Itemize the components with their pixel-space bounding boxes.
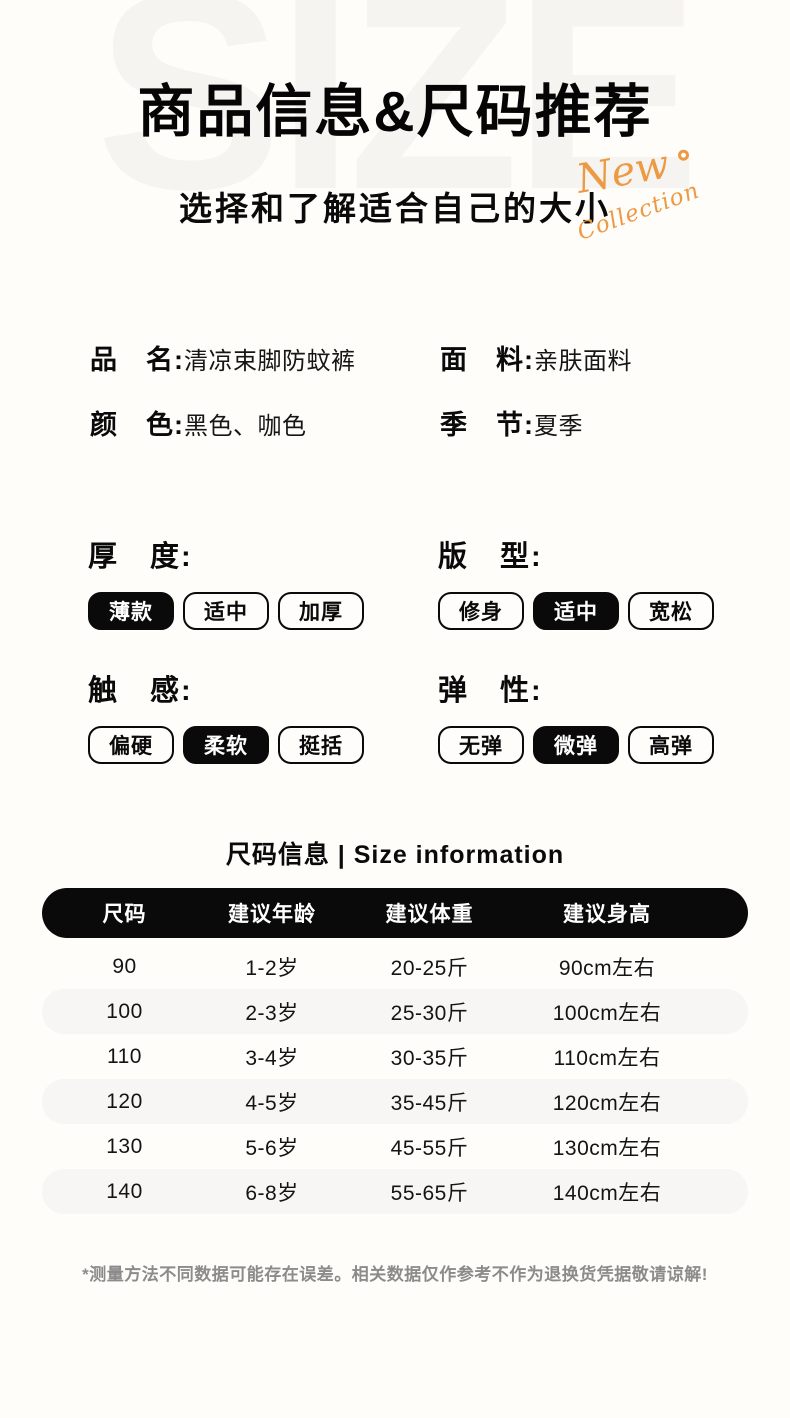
- attribute-label: 触 感:: [88, 675, 193, 707]
- size-info-section: 尺码信息 | Size information 尺码 建议年龄 建议体重 建议身高 9…: [0, 840, 790, 1214]
- product-field: 面 料:亲肤面料: [440, 342, 748, 383]
- size-table-cell: 45-55斤: [390, 1136, 469, 1160]
- size-table-cell: 110cm左右: [553, 1046, 661, 1070]
- size-table-cell: 110: [107, 1044, 142, 1068]
- field-label: 面 料:: [440, 345, 534, 375]
- field-label: 季 节:: [440, 410, 534, 440]
- option-pill[interactable]: 适中: [183, 592, 269, 630]
- page-subtitle: 选择和了解适合自己的大小: [179, 190, 611, 227]
- size-section-title: 尺码信息 | Size information: [225, 841, 565, 869]
- size-table-cell: 130cm左右: [552, 1136, 662, 1160]
- size-table-cell: 120: [106, 1089, 143, 1113]
- option-pill[interactable]: 微弹: [533, 726, 619, 764]
- size-table-row: 120 4-5岁 35-45斤 120cm左右: [42, 1079, 748, 1124]
- size-column-header: 建议年龄: [228, 903, 316, 926]
- size-table-cell: 90cm左右: [558, 956, 656, 980]
- disclaimer-note: *测量方法不同数据可能存在误差。相关数据仅作参考不作为退换货凭据敬请谅解!: [82, 1265, 708, 1284]
- product-field: 季 节:夏季: [440, 407, 748, 448]
- option-pill[interactable]: 薄款: [88, 592, 174, 630]
- size-table-cell: 100cm左右: [552, 1001, 662, 1025]
- size-table-cell: 90: [112, 954, 137, 978]
- field-value: 黑色、咖色: [184, 413, 307, 440]
- option-pill[interactable]: 加厚: [278, 592, 364, 630]
- attribute-group: 触 感: 偏硬 柔软 挺括: [88, 672, 438, 764]
- size-table-header: 尺码 建议年龄 建议体重 建议身高: [42, 888, 748, 938]
- attribute-options: 修身 适中 宽松: [438, 592, 748, 630]
- size-table-row: 130 5-6岁 45-55斤 130cm左右: [42, 1124, 748, 1169]
- size-table-cell: 3-4岁: [245, 1046, 299, 1070]
- attribute-options: 薄款 适中 加厚: [88, 592, 438, 630]
- attribute-group: 厚 度: 薄款 适中 加厚: [88, 538, 438, 630]
- attribute-label: 厚 度:: [88, 541, 193, 573]
- product-info-section: 品 名:清凉束脚防蚊裤面 料:亲肤面料颜 色:黑色、咖色季 节:夏季: [0, 300, 790, 448]
- size-column-header: 建议身高: [563, 903, 651, 926]
- attribute-options: 偏硬 柔软 挺括: [88, 726, 438, 764]
- option-pill[interactable]: 挺括: [278, 726, 364, 764]
- field-value: 清凉束脚防蚊裤: [184, 348, 356, 375]
- size-table-cell: 1-2岁: [245, 956, 299, 980]
- size-table-row: 90 1-2岁 20-25斤 90cm左右: [42, 944, 748, 989]
- field-label: 品 名:: [90, 345, 184, 375]
- ring-doodle-icon: [677, 149, 690, 162]
- size-table-cell: 55-65斤: [390, 1181, 469, 1205]
- size-table-cell: 2-3岁: [245, 1001, 299, 1025]
- page-title: 商品信息&尺码推荐: [137, 80, 653, 144]
- size-table-cell: 5-6岁: [245, 1136, 299, 1160]
- size-table-row: 110 3-4岁 30-35斤 110cm左右: [42, 1034, 748, 1079]
- attribute-label: 版 型:: [438, 541, 543, 573]
- size-table-cell: 35-45斤: [390, 1091, 469, 1115]
- size-table-cell: 140cm左右: [552, 1181, 662, 1205]
- field-value: 亲肤面料: [534, 348, 632, 375]
- size-table-cell: 120cm左右: [552, 1091, 662, 1115]
- size-table-body: 90 1-2岁 20-25斤 90cm左右 100 2-3岁 25-30斤 100cm左右 11…: [42, 944, 748, 1214]
- field-value: 夏季: [534, 413, 583, 440]
- attribute-group: 弹 性: 无弹 微弹 高弹: [438, 672, 748, 764]
- attribute-group: 版 型: 修身 适中 宽松: [438, 538, 748, 630]
- option-pill[interactable]: 适中: [533, 592, 619, 630]
- size-column-header: 建议体重: [385, 903, 474, 926]
- hero-header: SIZE 商品信息&尺码推荐 选择和了解适合自己的大小 New Collecti…: [0, 0, 790, 300]
- size-table-cell: 6-8岁: [245, 1181, 299, 1205]
- size-column-header: 尺码: [102, 903, 147, 926]
- option-pill[interactable]: 无弹: [438, 726, 524, 764]
- size-table-cell: 140: [106, 1179, 143, 1203]
- product-field: 颜 色:黑色、咖色: [90, 407, 440, 448]
- attribute-options: 无弹 微弹 高弹: [438, 726, 748, 764]
- attribute-label: 弹 性:: [438, 675, 543, 707]
- size-table-cell: 100: [106, 999, 143, 1023]
- field-label: 颜 色:: [90, 410, 184, 440]
- size-table-row: 140 6-8岁 55-65斤 140cm左右: [42, 1169, 748, 1214]
- attributes-section: 厚 度: 薄款 适中 加厚版 型: 修身 适中 宽松触 感: 偏硬 柔软 挺括弹 性: 无弹 微弹 高弹: [0, 538, 790, 764]
- option-pill[interactable]: 偏硬: [88, 726, 174, 764]
- size-table-cell: 130: [106, 1134, 143, 1158]
- size-table-cell: 20-25斤: [390, 956, 469, 980]
- size-table-cell: 4-5岁: [245, 1091, 299, 1115]
- size-table-cell: 25-30斤: [390, 1001, 469, 1025]
- option-pill[interactable]: 高弹: [628, 726, 714, 764]
- option-pill[interactable]: 修身: [438, 592, 524, 630]
- option-pill[interactable]: 柔软: [183, 726, 269, 764]
- option-pill[interactable]: 宽松: [628, 592, 714, 630]
- product-field: 品 名:清凉束脚防蚊裤: [90, 342, 440, 383]
- size-table-row: 100 2-3岁 25-30斤 100cm左右: [42, 989, 748, 1034]
- size-table-cell: 30-35斤: [390, 1046, 469, 1070]
